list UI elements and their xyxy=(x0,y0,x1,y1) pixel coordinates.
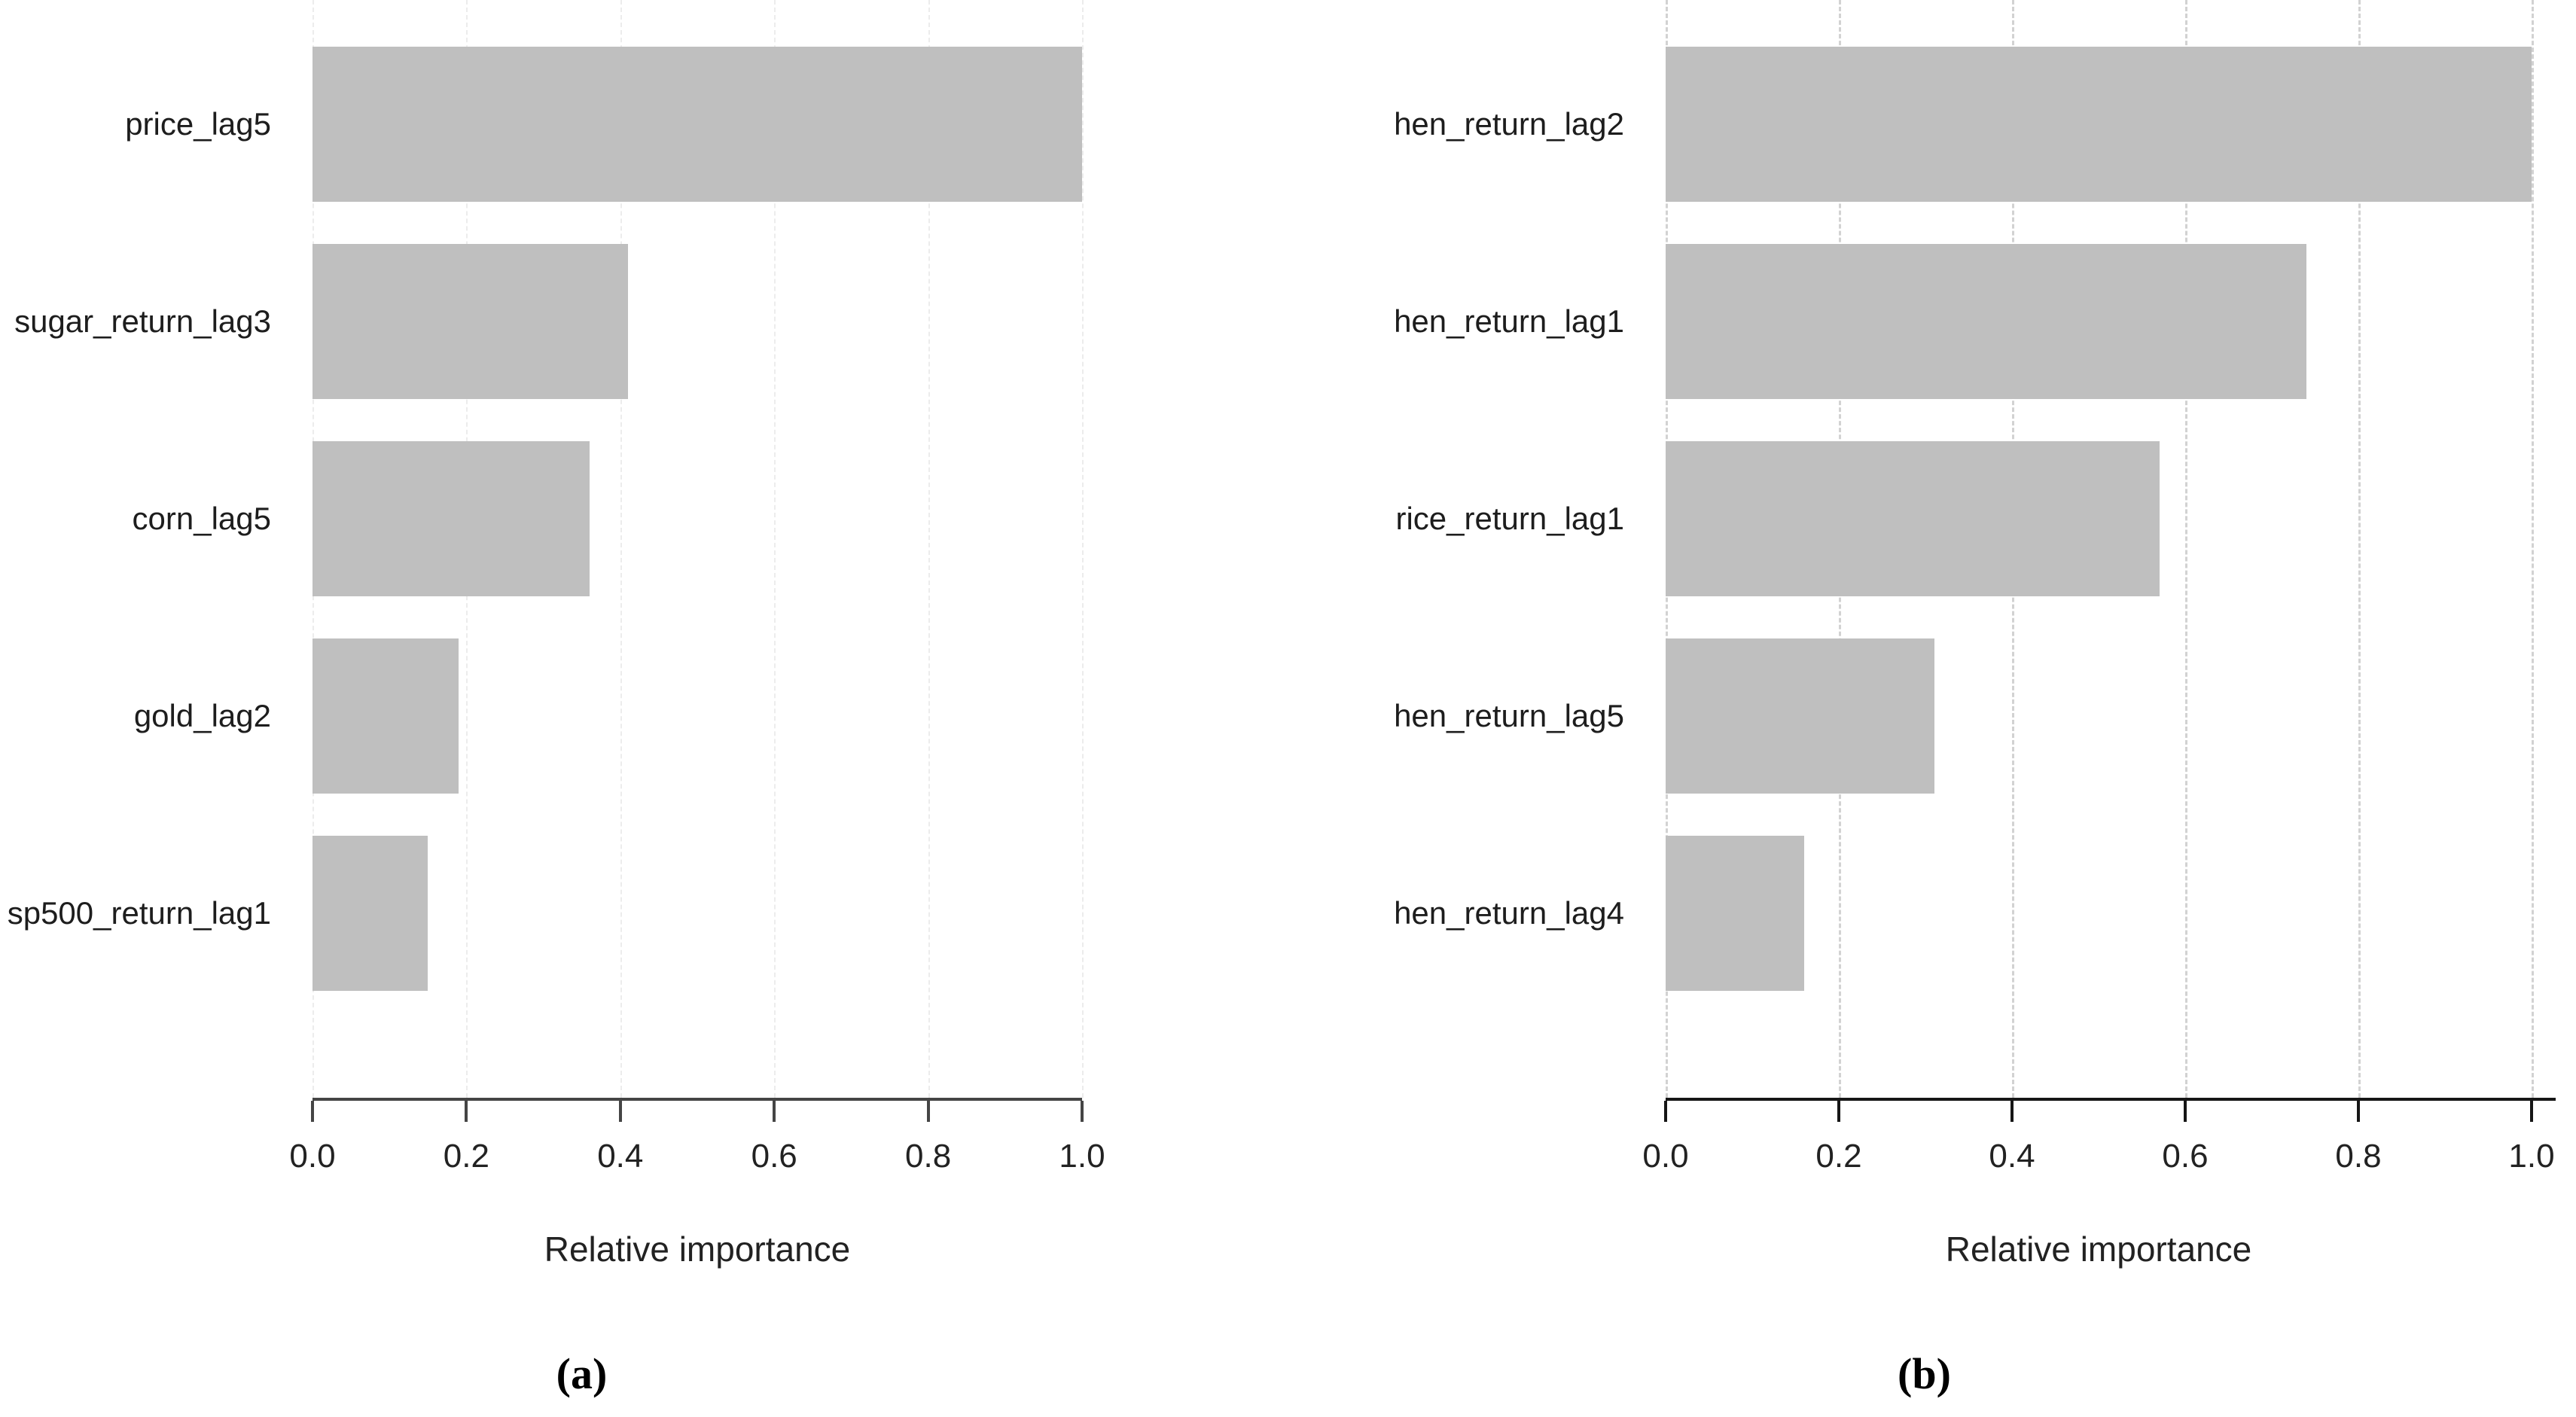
gridline xyxy=(620,0,622,1098)
axis-tick xyxy=(465,1101,468,1122)
bar-hen_return_lag5 xyxy=(1666,638,1934,794)
x-tick-label: 0.4 xyxy=(597,1138,644,1175)
bar-corn_lag5 xyxy=(312,441,590,596)
x-tick-label: 0.8 xyxy=(2335,1138,2382,1175)
x-tick-label: 0.2 xyxy=(1815,1138,1862,1175)
bar-sugar_return_lag3 xyxy=(312,244,629,399)
axis-tick xyxy=(926,1101,930,1122)
bar-gold_lag2 xyxy=(312,638,459,794)
bar-price_lag5 xyxy=(312,47,1082,202)
caption-b: (b) xyxy=(1898,1349,1951,1398)
x-tick-label: 0.4 xyxy=(1989,1138,2035,1175)
axis-tick xyxy=(2184,1101,2187,1122)
axis-line-extension xyxy=(2532,1098,2556,1101)
y-label-corn-lag5: corn_lag5 xyxy=(132,501,271,536)
gridline xyxy=(2185,0,2187,1098)
x-axis-title-a: Relative importance xyxy=(544,1230,851,1269)
axis-tick xyxy=(1837,1101,1840,1122)
panel-chart-a: price_lag5 sugar_return_lag3 corn_lag5 g… xyxy=(0,0,1163,1417)
y-label-sugar-return-lag3: sugar_return_lag3 xyxy=(14,303,271,339)
axis-tick xyxy=(1081,1101,1084,1122)
y-label-hen-return-lag1: hen_return_lag1 xyxy=(1394,303,1624,339)
axis-tick xyxy=(773,1101,776,1122)
plot-area-a: 0.0 0.2 0.4 0.6 0.8 1.0 Relative importa… xyxy=(289,0,1105,1266)
axis-tick xyxy=(618,1101,622,1122)
bar-rice_return_lag1 xyxy=(1666,441,2160,596)
bar-hen_return_lag4 xyxy=(1666,836,1804,991)
gridline xyxy=(928,0,930,1098)
y-label-hen-return-lag4: hen_return_lag4 xyxy=(1394,895,1624,931)
x-tick-label: 0.0 xyxy=(289,1138,336,1175)
y-label-hen-return-lag5: hen_return_lag5 xyxy=(1394,698,1624,733)
x-tick-label: 0.2 xyxy=(443,1138,489,1175)
x-tick-label: 0.8 xyxy=(905,1138,952,1175)
y-axis-labels-b: hen_return_lag2 hen_return_lag1 rice_ret… xyxy=(1363,0,1666,1098)
bar-hen_return_lag2 xyxy=(1666,47,2532,202)
y-label-hen-return-lag2: hen_return_lag2 xyxy=(1394,106,1624,142)
caption-a: (a) xyxy=(556,1349,608,1398)
gridline xyxy=(1082,0,1084,1098)
x-tick-label: 1.0 xyxy=(1059,1138,1105,1175)
panel-chart-b: hen_return_lag2 hen_return_lag1 rice_ret… xyxy=(1363,0,2576,1417)
axis-tick xyxy=(1664,1101,1667,1122)
y-label-sp500-return-lag1: sp500_return_lag1 xyxy=(7,895,271,931)
x-axis-title-b: Relative importance xyxy=(1945,1230,2252,1269)
axis-tick xyxy=(311,1101,314,1122)
bar-hen_return_lag1 xyxy=(1666,244,2306,399)
y-label-gold-lag2: gold_lag2 xyxy=(133,698,271,733)
x-tick-label: 0.6 xyxy=(2162,1138,2209,1175)
gridline xyxy=(774,0,776,1098)
y-axis-labels-a: price_lag5 sugar_return_lag3 corn_lag5 g… xyxy=(0,0,312,1098)
x-tick-label: 1.0 xyxy=(2508,1138,2555,1175)
x-tick-label: 0.6 xyxy=(751,1138,797,1175)
bar-sp500_return_lag1 xyxy=(312,836,428,991)
gridline xyxy=(2532,0,2534,1098)
plot-area-b: 0.0 0.2 0.4 0.6 0.8 1.0 Relative importa… xyxy=(1642,0,2556,1266)
y-label-price-lag5: price_lag5 xyxy=(125,106,271,142)
axis-tick xyxy=(2530,1101,2533,1122)
axis-tick xyxy=(2010,1101,2014,1122)
y-label-rice-return-lag1: rice_return_lag1 xyxy=(1395,501,1624,536)
axis-tick xyxy=(2357,1101,2360,1122)
gridline xyxy=(2358,0,2361,1098)
x-tick-label: 0.0 xyxy=(1642,1138,1689,1175)
